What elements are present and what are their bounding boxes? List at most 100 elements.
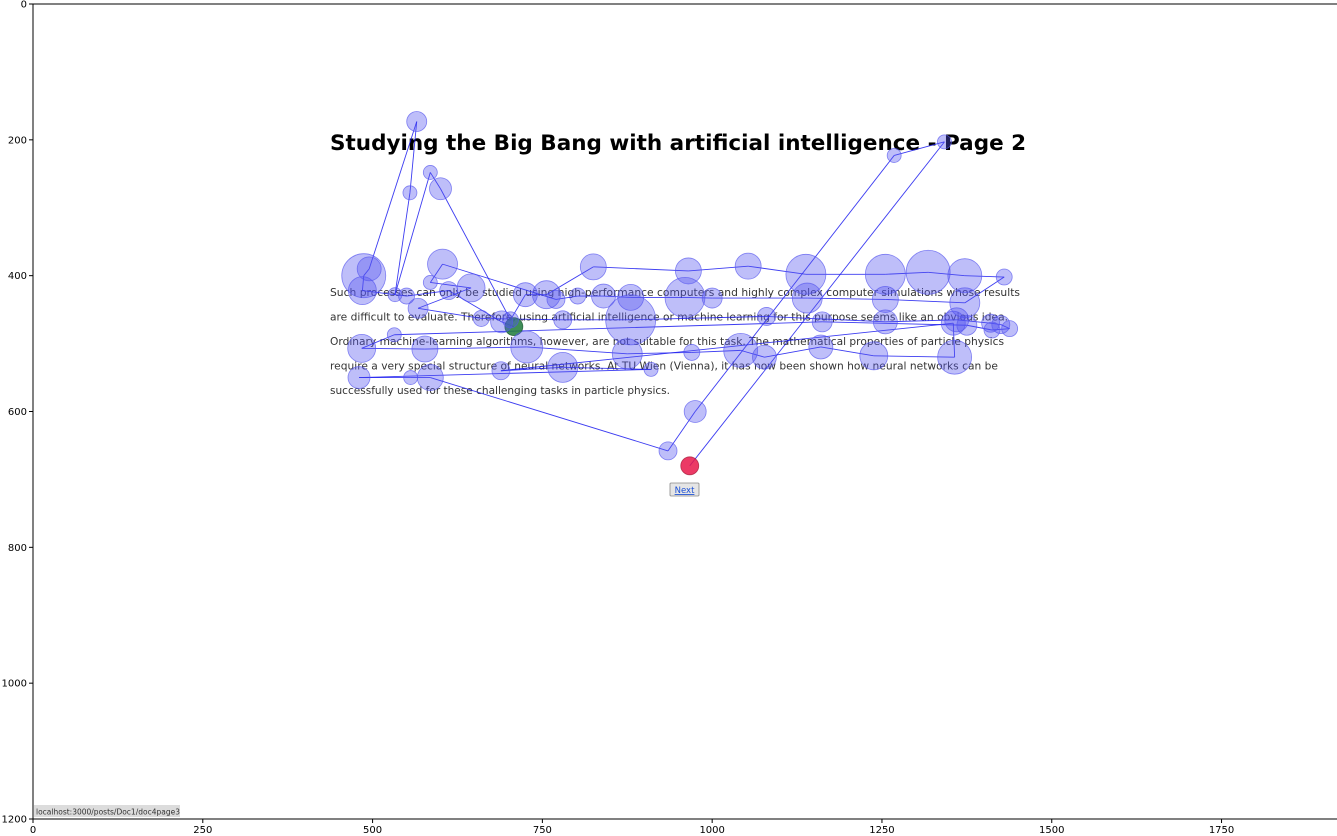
- scanpath-segment: [368, 121, 418, 270]
- fixation-point: [983, 321, 1001, 339]
- x-tick-label: 1500: [1039, 825, 1064, 836]
- fixation-point: [512, 282, 538, 308]
- scanpath-lines: [358, 121, 1010, 467]
- fixation-point: [532, 280, 561, 310]
- fixation-point: [664, 276, 706, 318]
- fixation-point: [734, 252, 762, 280]
- fixation-point: [502, 311, 519, 329]
- scanpath-segment: [418, 307, 482, 319]
- y-tick-label: 800: [8, 543, 27, 554]
- scanpath-segment: [928, 271, 965, 277]
- axis-ticks: 0 250 500 750 1000 1250 1500 1750 0 200 400 600 800 1…: [2, 0, 1235, 836]
- y-tick-label: 1000: [2, 679, 27, 690]
- fixation-point: [406, 111, 428, 132]
- scanpath-segment: [694, 155, 895, 412]
- scanpath-segment: [630, 315, 767, 321]
- fixation-point: [757, 307, 776, 326]
- scanpath-segment: [481, 318, 563, 321]
- page-paragraph: Such processes can only be studied using…: [330, 286, 1020, 397]
- fixation-point: [553, 310, 573, 330]
- scanpath-segment: [990, 322, 1001, 326]
- fixation-point: [416, 364, 444, 391]
- fixation-point: [658, 441, 678, 461]
- fixation-point: [871, 286, 899, 313]
- scanpath-segment: [448, 290, 502, 323]
- fixation-point: [407, 297, 429, 319]
- scanpath-segment: [667, 411, 696, 452]
- fixation-point: [937, 134, 952, 150]
- scanpath-segment: [966, 324, 993, 331]
- fixation-point: [347, 276, 377, 306]
- fixation-point: [683, 400, 707, 423]
- fixation-point: [617, 283, 645, 311]
- end-fixation-point: [680, 456, 700, 476]
- fixation-point: [808, 334, 834, 360]
- x-tick-label: 500: [363, 825, 382, 836]
- scanpath-segment: [394, 321, 823, 336]
- fixation-point: [723, 332, 759, 368]
- scanpath-segment: [510, 294, 526, 321]
- scanpath-segment: [546, 266, 594, 296]
- fixation-point: [643, 361, 659, 377]
- fixation-point: [510, 330, 544, 364]
- fixation-point: [905, 249, 951, 295]
- y-tick-label: 1200: [2, 815, 27, 826]
- fixation-point: [472, 310, 490, 327]
- fixation-point: [785, 253, 827, 295]
- scanpath-segment: [526, 346, 628, 355]
- scanpath-segment: [688, 265, 749, 272]
- scanpath-segment: [689, 141, 945, 467]
- fixation-point: [427, 248, 458, 280]
- fixation-point: [981, 313, 1001, 333]
- scanpath-segment: [429, 263, 443, 283]
- x-tick-label: 750: [533, 825, 552, 836]
- y-tick-label: 600: [8, 407, 27, 418]
- scanpath-segment: [748, 265, 806, 275]
- x-tick-label: 0: [30, 825, 36, 836]
- fixation-point: [811, 311, 833, 333]
- fixation-point: [546, 290, 566, 309]
- fixation-point: [569, 287, 587, 305]
- scanpath-segment: [684, 296, 713, 299]
- fixation-point: [356, 256, 382, 282]
- scanpath-segment: [406, 290, 449, 297]
- fixation-point: [579, 253, 607, 281]
- scanpath-segment: [873, 355, 955, 358]
- fixation-point: [956, 314, 978, 336]
- scanpath-segment: [766, 315, 886, 323]
- scanpath-segment: [764, 346, 821, 358]
- fixation-point: [403, 370, 419, 385]
- fixation-point: [859, 341, 889, 371]
- fixation-point: [591, 283, 616, 309]
- fixation-point: [347, 333, 377, 363]
- scanpath-segment: [500, 366, 563, 372]
- fixation-point: [944, 307, 970, 333]
- scanpath-segment: [361, 334, 395, 349]
- scanpath-segment: [363, 268, 370, 276]
- fixation-point: [605, 294, 657, 346]
- scanpath-segment: [956, 319, 991, 324]
- next-button-label[interactable]: Next: [675, 486, 695, 496]
- scanpath-segment: [358, 368, 652, 378]
- next-button[interactable]: Next: [669, 482, 700, 497]
- paragraph-line: Such processes can only be studied using…: [330, 286, 1020, 299]
- scanpath-segment: [417, 287, 472, 309]
- fixation-point: [949, 287, 981, 319]
- scanpath-segment: [361, 347, 425, 350]
- scanpath-segment: [429, 172, 441, 189]
- scanpath-segment: [991, 328, 1010, 331]
- fixation-point: [422, 275, 438, 290]
- fixation-point: [547, 351, 579, 383]
- fixation-point: [398, 287, 415, 305]
- fixation-point: [947, 258, 983, 294]
- scanpath-segment: [424, 346, 527, 350]
- fixation-point: [937, 339, 973, 375]
- scanpath-segment: [894, 141, 945, 156]
- scanpath-segment: [603, 295, 631, 298]
- fixation-point: [386, 327, 402, 343]
- y-tick-label: 400: [8, 271, 27, 282]
- y-tick-label: 200: [8, 135, 27, 146]
- scanpath-segment: [394, 192, 411, 295]
- fixation-point: [701, 287, 723, 309]
- scanpath-segment: [593, 266, 689, 272]
